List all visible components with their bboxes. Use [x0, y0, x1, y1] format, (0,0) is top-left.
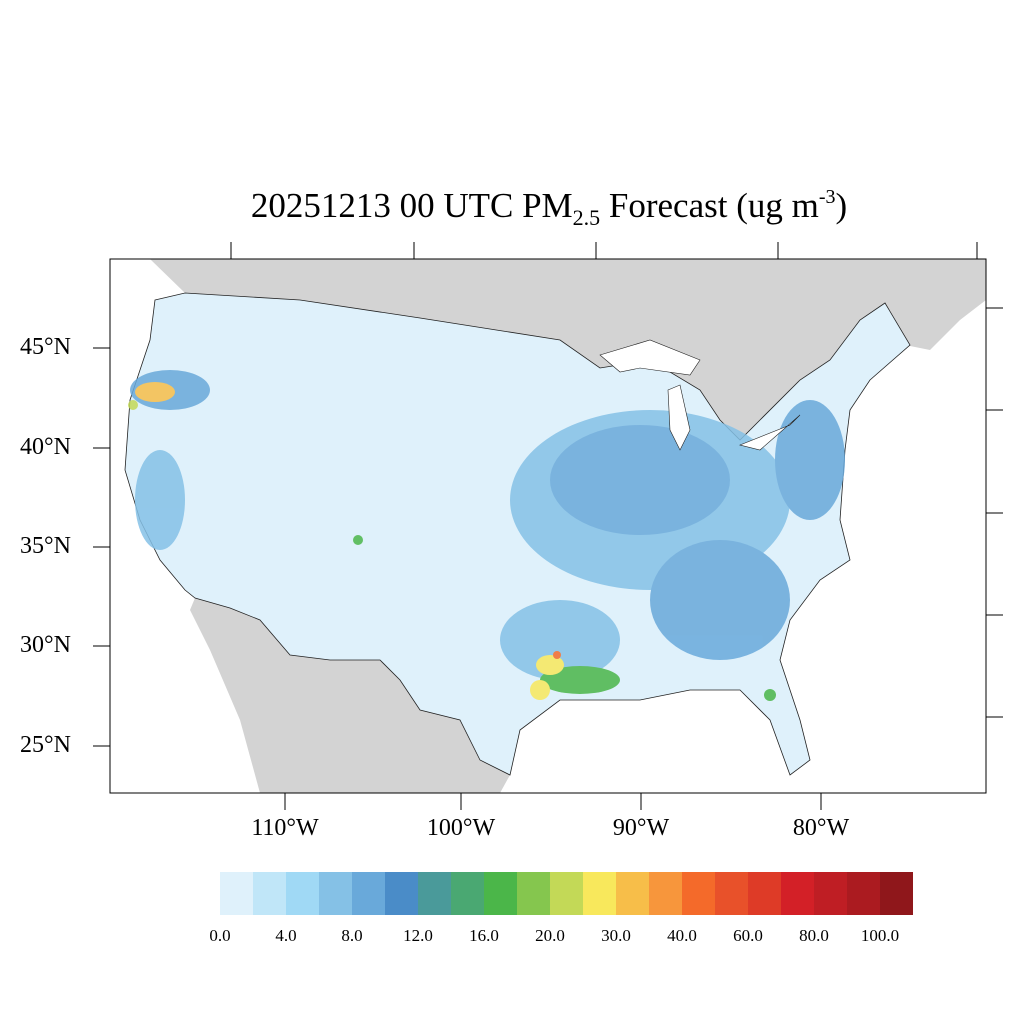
lat-label: 40°N — [20, 434, 71, 460]
colorbar-swatch — [319, 872, 352, 915]
colorbar-swatch — [715, 872, 748, 915]
colorbar-label: 20.0 — [535, 926, 565, 945]
lon-label: 110°W — [251, 815, 319, 841]
colorbar-swatch — [517, 872, 550, 915]
colorbar-label: 4.0 — [275, 926, 297, 945]
colorbar-label: 16.0 — [469, 926, 499, 945]
colorbar-swatch — [649, 872, 682, 915]
colorbar-label: 80.0 — [799, 926, 829, 945]
colorbar-swatch — [220, 872, 253, 915]
lat-label: 25°N — [20, 732, 71, 758]
axis-ticks — [93, 242, 1003, 810]
colorbar-swatch — [550, 872, 583, 915]
colorbar-swatch — [682, 872, 715, 915]
colorbar-swatch — [451, 872, 484, 915]
colorbar-swatch — [847, 872, 880, 915]
colorbar-swatch — [616, 872, 649, 915]
colorbar-label: 40.0 — [667, 926, 697, 945]
colorbar-swatch — [814, 872, 847, 915]
colorbar-label: 30.0 — [601, 926, 631, 945]
colorbar-label: 60.0 — [733, 926, 763, 945]
colorbar-label: 12.0 — [403, 926, 433, 945]
colorbar-label: 0.0 — [209, 926, 231, 945]
lat-label: 30°N — [20, 632, 71, 658]
colorbar-swatch — [781, 872, 814, 915]
map-frame — [109, 258, 987, 794]
lat-label: 45°N — [20, 334, 71, 360]
colorbar — [220, 872, 913, 915]
pm25-concentration-fill — [128, 370, 845, 701]
colorbar-swatch — [352, 872, 385, 915]
colorbar-swatch — [748, 872, 781, 915]
colorbar-swatch — [253, 872, 286, 915]
lat-label: 35°N — [20, 533, 71, 559]
colorbar-swatch — [583, 872, 616, 915]
lon-label: 90°W — [612, 815, 670, 841]
great-lakes — [599, 339, 701, 376]
lon-label: 100°W — [426, 815, 496, 841]
colorbar-label: 8.0 — [341, 926, 363, 945]
colorbar-swatch — [880, 872, 913, 915]
colorbar-swatch — [418, 872, 451, 915]
colorbar-label: 100.0 — [860, 926, 900, 945]
lon-label: 80°W — [792, 815, 850, 841]
mexico-land — [190, 598, 510, 793]
colorbar-swatch — [385, 872, 418, 915]
colorbar-swatch — [286, 872, 319, 915]
map-title: 20251213 00 UTC PM2.5 Forecast (ug m-3) — [250, 186, 848, 230]
colorbar-swatch — [484, 872, 517, 915]
canada-land — [140, 259, 986, 440]
